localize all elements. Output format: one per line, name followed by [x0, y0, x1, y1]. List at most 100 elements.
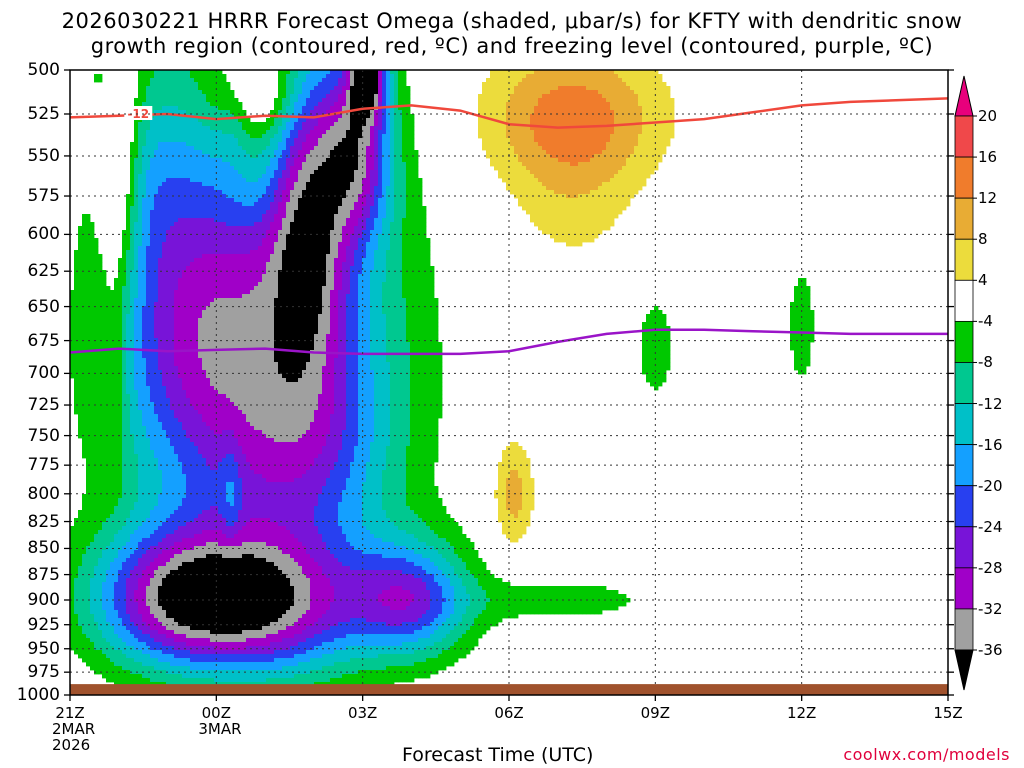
- omega-cell: [90, 234, 95, 239]
- omega-cell: [306, 94, 311, 99]
- omega-cell: [182, 106, 187, 111]
- omega-cell: [330, 130, 335, 135]
- omega-cell: [178, 130, 183, 135]
- omega-cell: [602, 218, 607, 223]
- omega-cell: [642, 170, 647, 175]
- omega-cell: [190, 74, 195, 79]
- omega-cell: [146, 230, 151, 235]
- omega-cell: [554, 190, 559, 195]
- omega-cell: [418, 186, 423, 191]
- omega-cell: [338, 118, 343, 123]
- omega-cell: [238, 118, 243, 123]
- omega-cell: [338, 206, 343, 211]
- omega-cell: [630, 102, 635, 107]
- omega-cell: [634, 174, 639, 179]
- omega-cell: [602, 186, 607, 191]
- omega-cell: [266, 182, 271, 187]
- omega-cell: [290, 150, 295, 155]
- omega-cell: [90, 238, 95, 243]
- omega-cell: [386, 250, 391, 255]
- omega-cell: [198, 138, 203, 143]
- omega-cell: [138, 226, 143, 231]
- omega-cell: [298, 234, 303, 239]
- omega-cell: [210, 242, 215, 247]
- omega-cell: [250, 250, 255, 255]
- omega-cell: [578, 198, 583, 203]
- omega-cell: [530, 150, 535, 155]
- omega-cell: [166, 154, 171, 159]
- omega-cell: [166, 142, 171, 147]
- omega-cell: [290, 74, 295, 79]
- omega-cell: [558, 90, 563, 95]
- omega-cell: [578, 78, 583, 83]
- omega-cell: [230, 150, 235, 155]
- omega-cell: [86, 234, 91, 239]
- omega-cell: [278, 190, 283, 195]
- omega-cell: [642, 138, 647, 143]
- omega-cell: [398, 222, 403, 227]
- omega-cell: [130, 234, 135, 239]
- omega-cell: [342, 130, 347, 135]
- omega-cell: [410, 122, 415, 127]
- omega-cell: [386, 242, 391, 247]
- omega-cell: [574, 194, 579, 199]
- omega-cell: [206, 166, 211, 171]
- omega-cell: [618, 78, 623, 83]
- omega-cell: [178, 82, 183, 87]
- omega-cell: [294, 242, 299, 247]
- omega-cell: [174, 122, 179, 127]
- omega-cell: [518, 150, 523, 155]
- omega-cell: [598, 142, 603, 147]
- omega-cell: [586, 118, 591, 123]
- omega-cell: [234, 198, 239, 203]
- omega-cell: [254, 182, 259, 187]
- omega-cell: [602, 202, 607, 207]
- omega-cell: [382, 182, 387, 187]
- omega-cell: [314, 90, 319, 95]
- omega-cell: [302, 230, 307, 235]
- omega-cell: [298, 134, 303, 139]
- omega-cell: [422, 222, 427, 227]
- omega-cell: [510, 182, 515, 187]
- omega-cell: [258, 222, 263, 227]
- omega-cell: [342, 138, 347, 143]
- omega-cell: [598, 182, 603, 187]
- omega-cell: [166, 114, 171, 119]
- omega-cell: [126, 246, 131, 251]
- omega-cell: [254, 258, 259, 263]
- omega-cell: [214, 238, 219, 243]
- omega-cell: [322, 222, 327, 227]
- omega-cell: [602, 134, 607, 139]
- omega-cell: [242, 162, 247, 167]
- omega-cell: [610, 122, 615, 127]
- omega-cell: [614, 170, 619, 175]
- omega-cell: [394, 118, 399, 123]
- omega-cell: [174, 146, 179, 151]
- omega-cell: [374, 150, 379, 155]
- omega-cell: [606, 78, 611, 83]
- omega-cell: [198, 82, 203, 87]
- omega-cell: [342, 98, 347, 103]
- omega-cell: [586, 210, 591, 215]
- omega-cell: [530, 130, 535, 135]
- omega-cell: [394, 134, 399, 139]
- omega-cell: [514, 86, 519, 91]
- omega-cell: [518, 158, 523, 163]
- omega-cell: [614, 198, 619, 203]
- omega-cell: [306, 90, 311, 95]
- omega-cell: [414, 230, 419, 235]
- omega-cell: [366, 142, 371, 147]
- omega-cell: [538, 74, 543, 79]
- omega-cell: [362, 186, 367, 191]
- omega-cell: [190, 186, 195, 191]
- omega-cell: [254, 210, 259, 215]
- omega-cell: [166, 214, 171, 219]
- omega-cell: [178, 126, 183, 131]
- omega-cell: [638, 110, 643, 115]
- omega-cell: [318, 110, 323, 115]
- omega-cell: [662, 102, 667, 107]
- omega-cell: [546, 78, 551, 83]
- omega-cell: [346, 242, 351, 247]
- omega-cell: [214, 214, 219, 219]
- omega-cell: [382, 130, 387, 135]
